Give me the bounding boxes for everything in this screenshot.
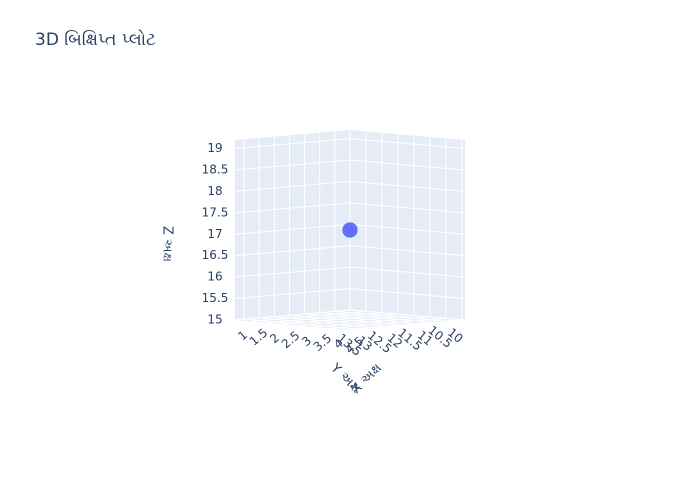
z-axis-title: Z અક્ષ: [160, 226, 175, 262]
data-point[interactable]: [341, 221, 359, 239]
x-tick-label: 3.5: [311, 331, 335, 354]
z-gridline-left-wall: [234, 288, 351, 300]
left-wall-pane: [235, 130, 350, 320]
z-tick-label: 15.5: [202, 291, 229, 305]
z-gridline-left-wall: [234, 159, 351, 171]
z-gridline-right-wall: [349, 159, 466, 171]
z-tick-label: 16.5: [202, 248, 229, 262]
y-gridline-floor: [259, 317, 375, 329]
z-gridline-left-wall: [234, 180, 351, 192]
grid-lines: [234, 130, 466, 331]
x-gridline-floor: [282, 313, 398, 325]
z-tick-label: 17: [207, 227, 222, 241]
x-tick-label: 2.5: [279, 328, 303, 351]
z-tick-label: 17.5: [202, 205, 229, 219]
z-gridline-right-wall: [349, 202, 466, 214]
x-tick-label: 1.5: [247, 326, 271, 349]
y-gridline-floor: [304, 313, 420, 325]
z-tick-label: 19: [207, 141, 222, 155]
z-gridline-right-wall: [349, 245, 466, 257]
x-gridline-floor: [250, 310, 367, 322]
y-gridline-floor: [289, 314, 405, 326]
z-gridline-left-wall: [234, 245, 351, 257]
x-gridline-floor: [330, 317, 446, 329]
y-gridline-floor: [319, 312, 435, 324]
z-gridline-right-wall: [349, 180, 466, 192]
z-gridline-left-wall: [234, 138, 351, 150]
z-gridline-left-wall: [234, 309, 351, 321]
z-tick-label: 16: [207, 270, 222, 284]
y-gridline-floor: [244, 318, 360, 330]
z-gridline-left-wall: [234, 223, 351, 235]
x-gridline-floor: [314, 316, 430, 328]
z-gridline-right-wall: [349, 288, 466, 300]
z-gridline-right-wall: [349, 266, 466, 278]
z-gridline-right-wall: [349, 138, 466, 150]
right-wall-pane: [350, 130, 465, 320]
z-tick-label: 15: [207, 313, 222, 327]
x-gridline-floor: [346, 319, 462, 331]
x-gridline-floor: [298, 315, 414, 327]
z-gridline-right-wall: [349, 223, 466, 235]
z-gridline-left-wall: [234, 266, 351, 278]
x-gridline-floor: [266, 312, 382, 324]
z-tick-label: 18.5: [202, 163, 229, 177]
data-points[interactable]: [341, 221, 359, 239]
y-gridline-floor: [274, 316, 390, 328]
z-gridline-right-wall: [349, 309, 466, 321]
z-gridline-left-wall: [234, 202, 351, 214]
y-gridline-floor: [334, 310, 450, 322]
z-tick-label: 18: [207, 184, 222, 198]
chart-title: 3D બિક્ષિપ્ત પ્લોટ: [35, 30, 156, 50]
